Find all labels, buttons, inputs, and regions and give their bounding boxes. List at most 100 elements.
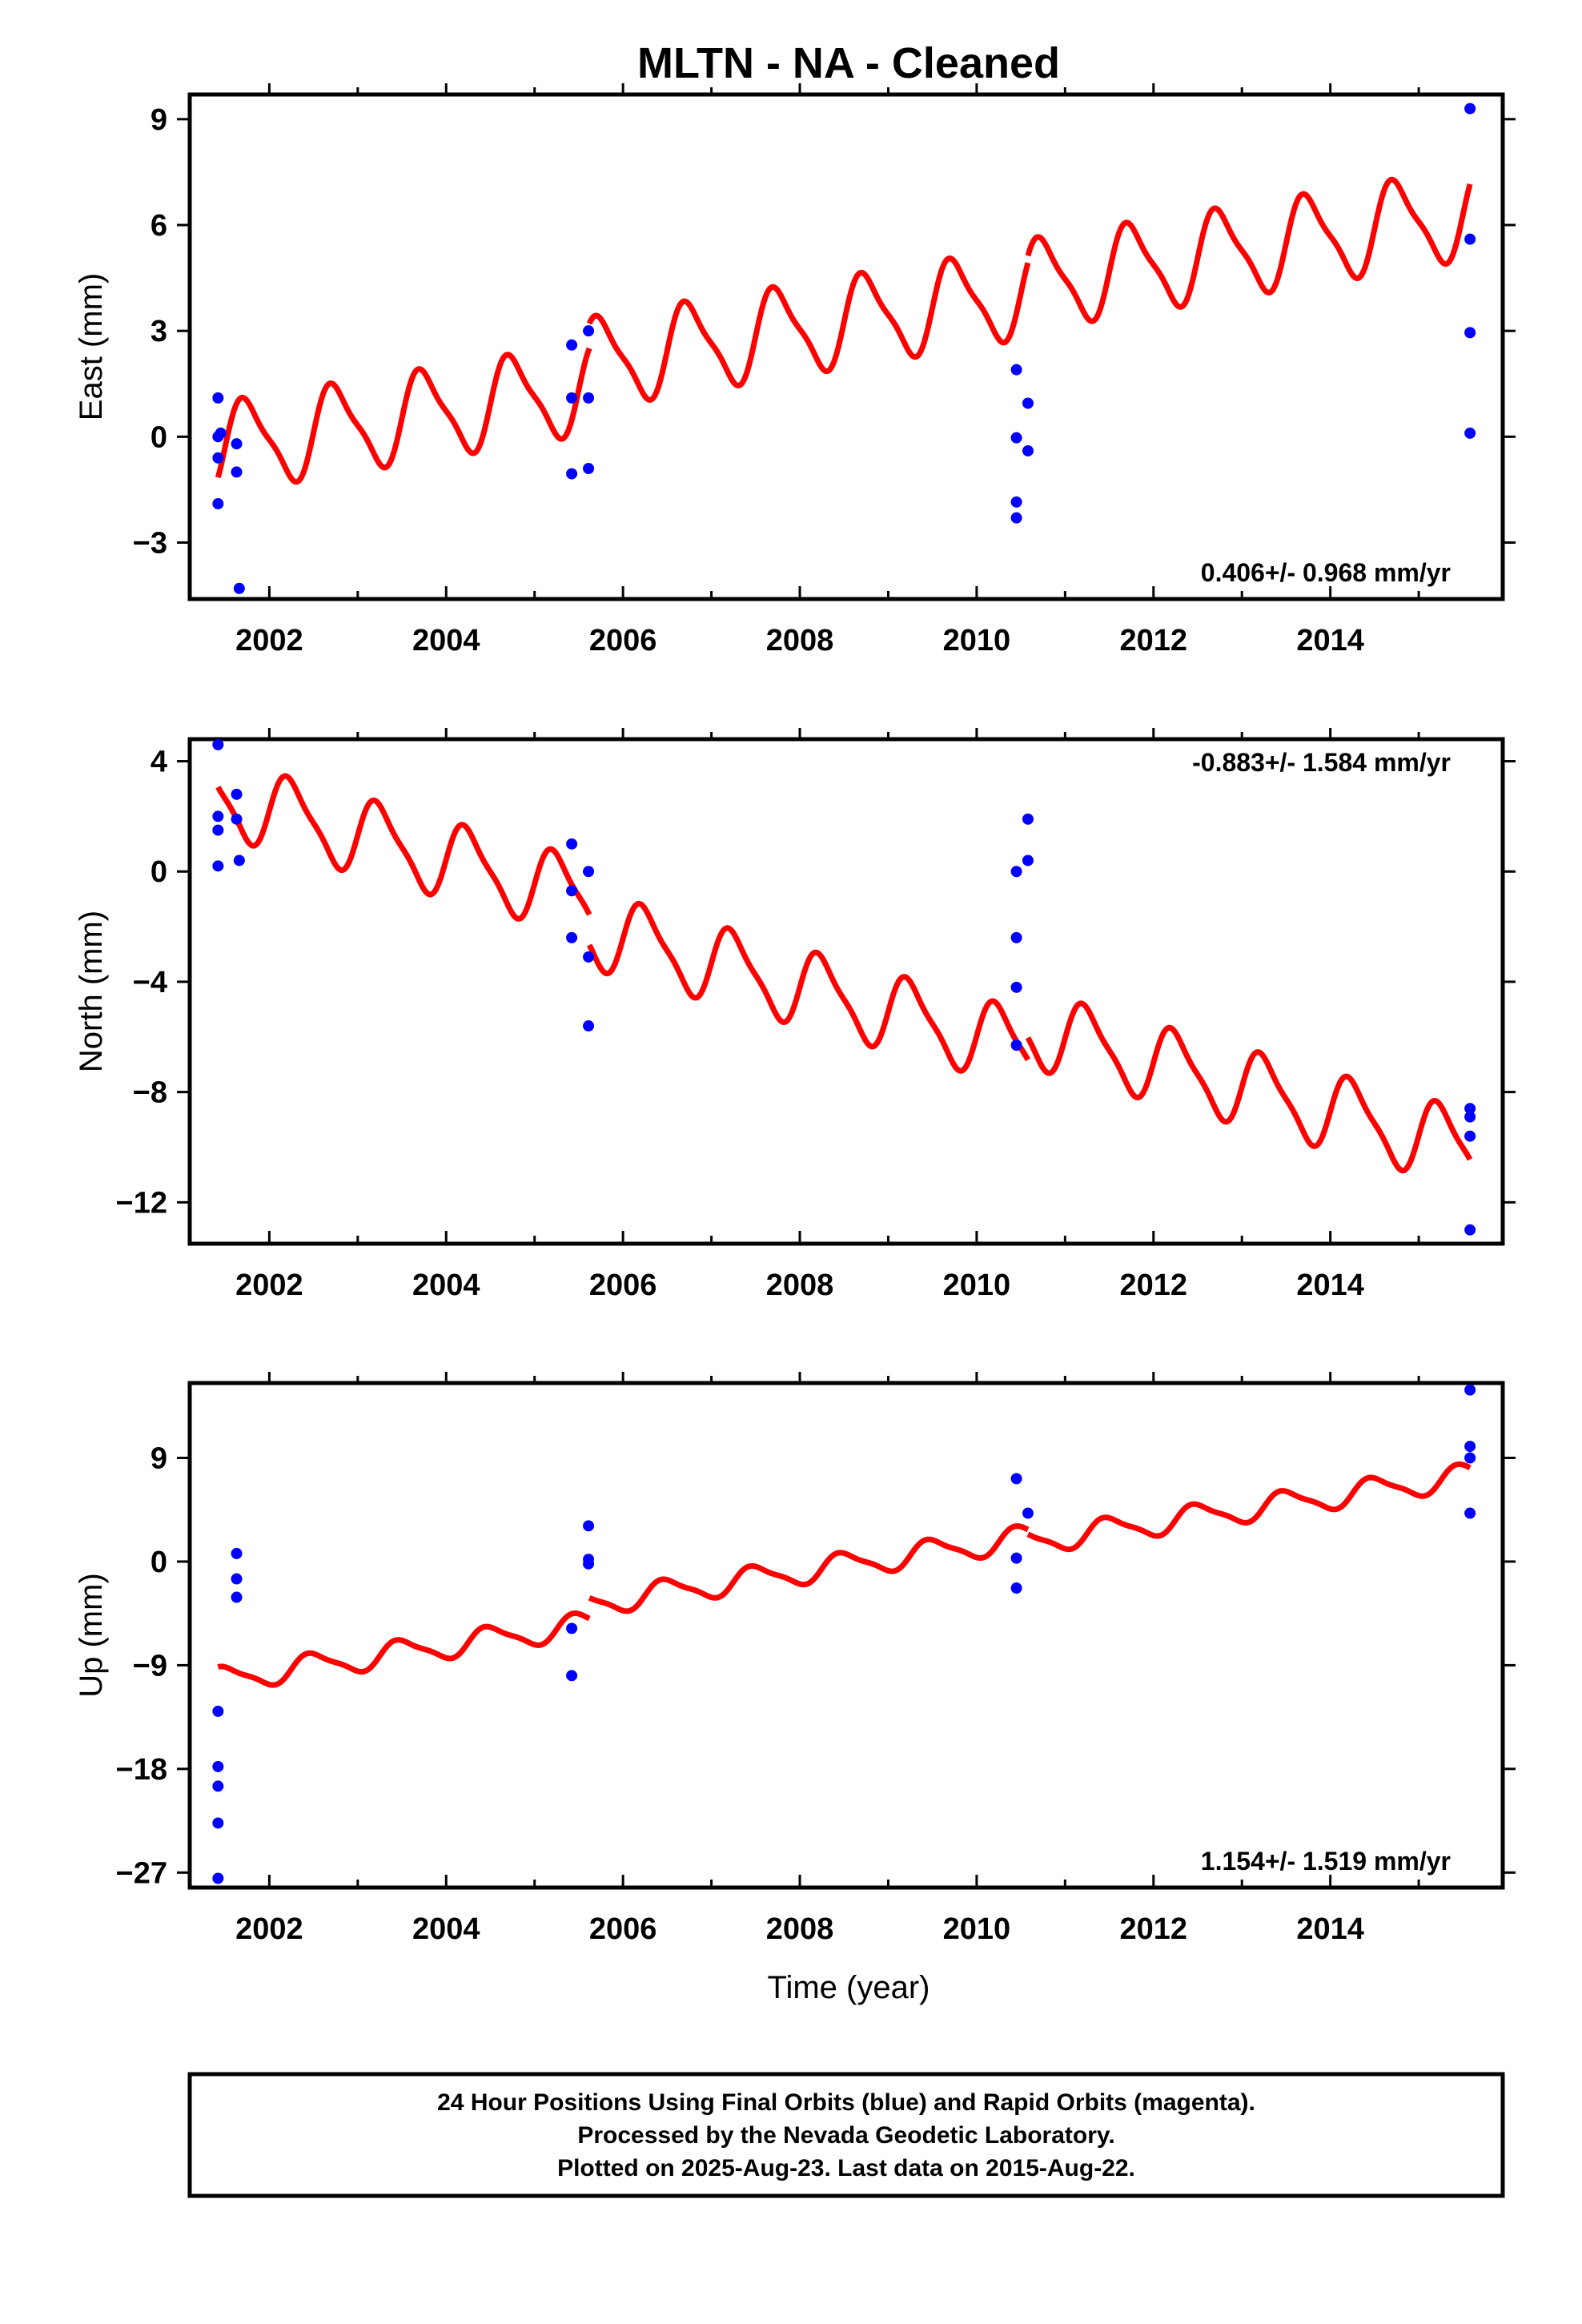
data-point xyxy=(1010,364,1022,376)
data-point xyxy=(212,1872,224,1884)
x-tick-label: 2006 xyxy=(589,624,657,657)
data-point xyxy=(566,838,578,850)
x-tick-label: 2006 xyxy=(589,1912,657,1946)
data-point xyxy=(583,1020,595,1032)
x-tick-label: 2002 xyxy=(235,1912,303,1946)
data-point xyxy=(1022,397,1034,409)
data-point xyxy=(1464,1441,1476,1453)
panel-up: 2002 2004 2006 2008 2010 2012 2014 −27 −18 −9 0 9 Up… xyxy=(74,1372,1516,1946)
data-point xyxy=(1010,512,1022,524)
data-point xyxy=(1022,444,1034,456)
data-point xyxy=(566,885,578,897)
data-point xyxy=(566,392,578,404)
data-point xyxy=(583,866,595,878)
data-point xyxy=(1022,813,1034,825)
plot-frame-east xyxy=(187,92,1505,601)
x-tick-label: 2012 xyxy=(1119,1269,1187,1302)
data-point xyxy=(231,1591,243,1603)
data-point xyxy=(1464,1452,1476,1464)
data-point xyxy=(212,1780,224,1792)
data-point xyxy=(583,325,595,337)
data-point xyxy=(1010,931,1022,943)
y-tick-label: −4 xyxy=(133,966,167,999)
x-axis-label: Time (year) xyxy=(768,1970,930,2005)
y-tick-label: −12 xyxy=(116,1186,167,1220)
data-point xyxy=(231,466,243,478)
y-tick-label: −18 xyxy=(116,1753,167,1787)
y-axis-label-up: Up (mm) xyxy=(74,1573,109,1698)
data-point xyxy=(231,1573,243,1585)
data-point xyxy=(1010,432,1022,444)
y-tick-label: −27 xyxy=(116,1856,167,1890)
data-point xyxy=(1464,427,1476,439)
y-tick-label: 0 xyxy=(151,855,167,889)
data-point xyxy=(1010,1582,1022,1594)
rate-label-up: 1.154+/- 1.519 mm/yr xyxy=(1201,1847,1451,1876)
model-curve-east xyxy=(1025,176,1473,324)
model-curve-up xyxy=(587,1523,1030,1614)
data-point xyxy=(233,854,245,866)
data-point xyxy=(583,1558,595,1570)
model-curve-east xyxy=(215,347,592,485)
y-tick-label: 0 xyxy=(151,420,167,454)
data-point xyxy=(1010,1039,1022,1051)
data-point xyxy=(212,1760,224,1772)
x-tick-label: 2010 xyxy=(943,1269,1011,1302)
data-point xyxy=(1022,854,1034,866)
model-curve-east xyxy=(586,255,1031,403)
data-point xyxy=(212,738,224,750)
rate-label-east: 0.406+/- 0.968 mm/yr xyxy=(1201,558,1451,587)
y-tick-label: 3 xyxy=(151,315,167,348)
data-point xyxy=(566,1622,578,1634)
footer-line-3: Plotted on 2025-Aug-23. Last data on 201… xyxy=(557,2155,1135,2181)
y-tick-label: 9 xyxy=(151,103,167,137)
footer-line-2: Processed by the Nevada Geodetic Laborat… xyxy=(577,2122,1114,2149)
data-point xyxy=(583,1520,595,1532)
x-tick-label: 2004 xyxy=(412,624,480,657)
data-point xyxy=(1464,1130,1476,1142)
data-point xyxy=(1010,1552,1022,1564)
data-point xyxy=(212,392,224,404)
y-axis-label-east: East (mm) xyxy=(74,273,109,420)
footer-line-1: 24 Hour Positions Using Final Orbits (bl… xyxy=(437,2089,1255,2116)
y-tick-label: 6 xyxy=(151,209,167,243)
data-point xyxy=(583,951,595,963)
data-point xyxy=(231,813,243,825)
x-tick-label: 2008 xyxy=(766,1269,834,1302)
data-point xyxy=(212,860,224,872)
x-tick-label: 2008 xyxy=(766,624,834,657)
data-point xyxy=(566,339,578,351)
model-curve-north xyxy=(1025,1000,1473,1174)
x-tick-label: 2008 xyxy=(766,1912,834,1946)
data-point xyxy=(212,1705,224,1717)
y-tick-label: 0 xyxy=(151,1546,167,1579)
x-tick-label: 2010 xyxy=(943,1912,1011,1946)
plot-frame-north xyxy=(187,737,1505,1246)
x-tick-label: 2014 xyxy=(1296,624,1364,657)
data-point xyxy=(1464,233,1476,245)
y-tick-label: 9 xyxy=(151,1441,167,1475)
y-tick-label: −3 xyxy=(133,527,167,561)
data-point xyxy=(212,1817,224,1829)
data-point xyxy=(566,468,578,480)
x-tick-label: 2014 xyxy=(1296,1912,1364,1946)
panel-north: 2002 2004 2006 2008 2010 2012 2014 −12 −8 −4 0 4 Nor… xyxy=(74,728,1516,1302)
data-point xyxy=(1022,1507,1034,1519)
data-point xyxy=(1464,1384,1476,1396)
rate-label-north: -0.883+/- 1.584 mm/yr xyxy=(1192,748,1451,777)
x-tick-label: 2010 xyxy=(943,624,1011,657)
data-point xyxy=(212,498,224,510)
model-curve-north xyxy=(215,773,592,922)
data-point xyxy=(1010,981,1022,993)
y-tick-label: −8 xyxy=(133,1076,167,1110)
panels-group: 2002 2004 2006 2008 2010 2012 2014 −3 0 3 6 9 East (… xyxy=(74,83,1516,1946)
data-point xyxy=(1464,103,1476,115)
data-point xyxy=(215,427,227,439)
model-curve-up xyxy=(215,1610,592,1688)
y-tick-label: 4 xyxy=(151,746,167,779)
model-curve-up xyxy=(1026,1461,1472,1553)
data-point xyxy=(212,452,224,464)
x-tick-label: 2002 xyxy=(235,1269,303,1302)
data-point xyxy=(1464,1103,1476,1115)
x-tick-label: 2014 xyxy=(1296,1269,1364,1302)
